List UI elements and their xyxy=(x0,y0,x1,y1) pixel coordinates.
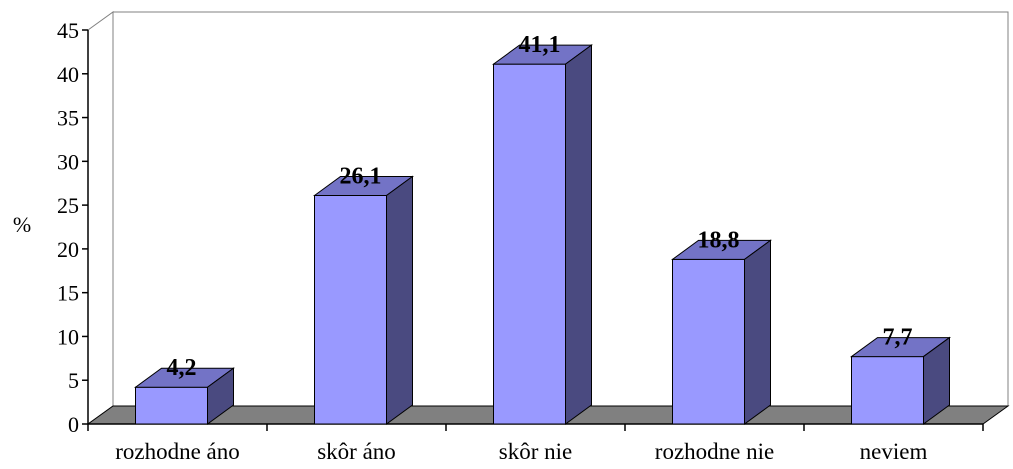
data-label: 7,7 xyxy=(883,325,913,351)
bar-front xyxy=(314,194,387,425)
data-label: 41,1 xyxy=(519,32,561,58)
y-tick-label: 40 xyxy=(57,62,79,87)
y-tick-label: 0 xyxy=(68,412,79,437)
category-label: neviem xyxy=(860,439,928,464)
bar-front xyxy=(135,386,208,425)
y-tick-label: 10 xyxy=(57,324,79,349)
bar xyxy=(133,367,236,425)
bar-side xyxy=(923,336,950,425)
bar-side xyxy=(386,175,413,425)
bar-side xyxy=(744,239,771,425)
bar xyxy=(849,336,952,425)
y-tick-label: 30 xyxy=(57,149,79,174)
y-tick-label: 5 xyxy=(68,368,79,393)
data-label: 26,1 xyxy=(340,163,382,189)
bar-front xyxy=(493,63,566,425)
side-wall xyxy=(87,11,114,425)
labels: 4,2 rozhodne áno 26,1 skôr áno 41,1 skôr nie 1… xyxy=(115,32,927,464)
bar-side xyxy=(565,44,592,425)
y-tick-label: 25 xyxy=(57,193,79,218)
y-tick-label: 35 xyxy=(57,106,79,131)
category-label: skôr nie xyxy=(499,439,572,464)
bar-side xyxy=(207,367,234,425)
data-label: 18,8 xyxy=(698,227,740,253)
category-label: skôr áno xyxy=(317,439,396,464)
bar-front xyxy=(672,258,745,425)
y-tick-label: 15 xyxy=(57,281,79,306)
category-label: rozhodne nie xyxy=(655,439,774,464)
category-label: rozhodne áno xyxy=(115,439,240,464)
data-label: 4,2 xyxy=(167,355,197,381)
y-tick-label: 20 xyxy=(57,237,79,262)
bar-front xyxy=(851,356,924,425)
bars xyxy=(133,44,952,425)
y-axis-label: % xyxy=(13,212,31,237)
bar xyxy=(491,44,594,425)
bar xyxy=(670,239,773,425)
y-tick-label: 45 xyxy=(57,18,79,43)
bar xyxy=(312,175,415,425)
